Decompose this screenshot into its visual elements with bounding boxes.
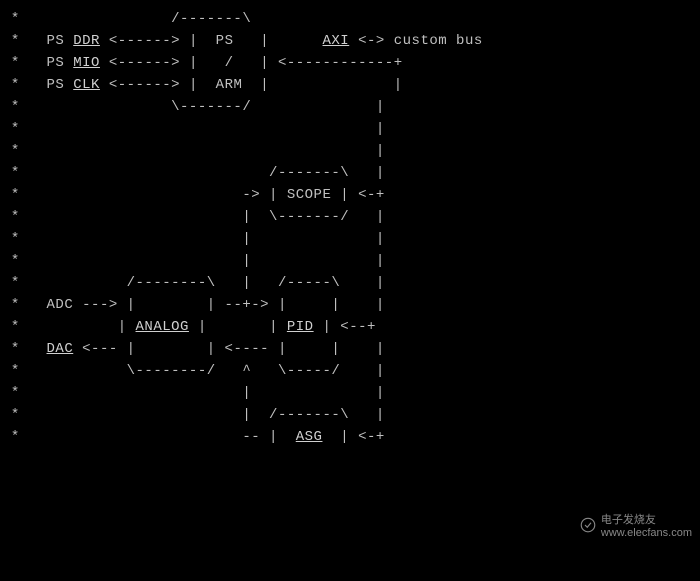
adc-label: ADC [47,297,74,313]
watermark-url: www.elecfans.com [601,527,692,539]
watermark-icon [579,516,597,534]
scope-label: SCOPE [287,187,332,203]
analog-label: ANALOG [136,319,189,335]
ps-clk-label: CLK [73,77,100,93]
custom-bus-label: custom bus [394,33,483,49]
pid-label: PID [287,319,314,335]
axi-label: AXI [323,33,350,49]
watermark: 电子发烧友 www.elecfans.com [579,511,692,539]
ascii-block-diagram: * /-------\ * PS DDR <------> | PS | AXI… [0,0,700,448]
ps-ddr-label: DDR [73,33,100,49]
ps-mio-prefix-label: PS [47,55,74,71]
ps-ddr-prefix-label: PS [47,33,74,49]
dac-label: DAC [47,341,74,357]
ps-arm-label: ARM [216,77,243,93]
ps-top-label: PS [216,33,234,49]
asg-label: ASG [296,429,323,445]
watermark-brand: 电子发烧友 [601,511,692,527]
ps-clk-prefix-label: PS [47,77,74,93]
ps-mio-label: MIO [73,55,100,71]
ps-mid-label: / [225,55,234,71]
